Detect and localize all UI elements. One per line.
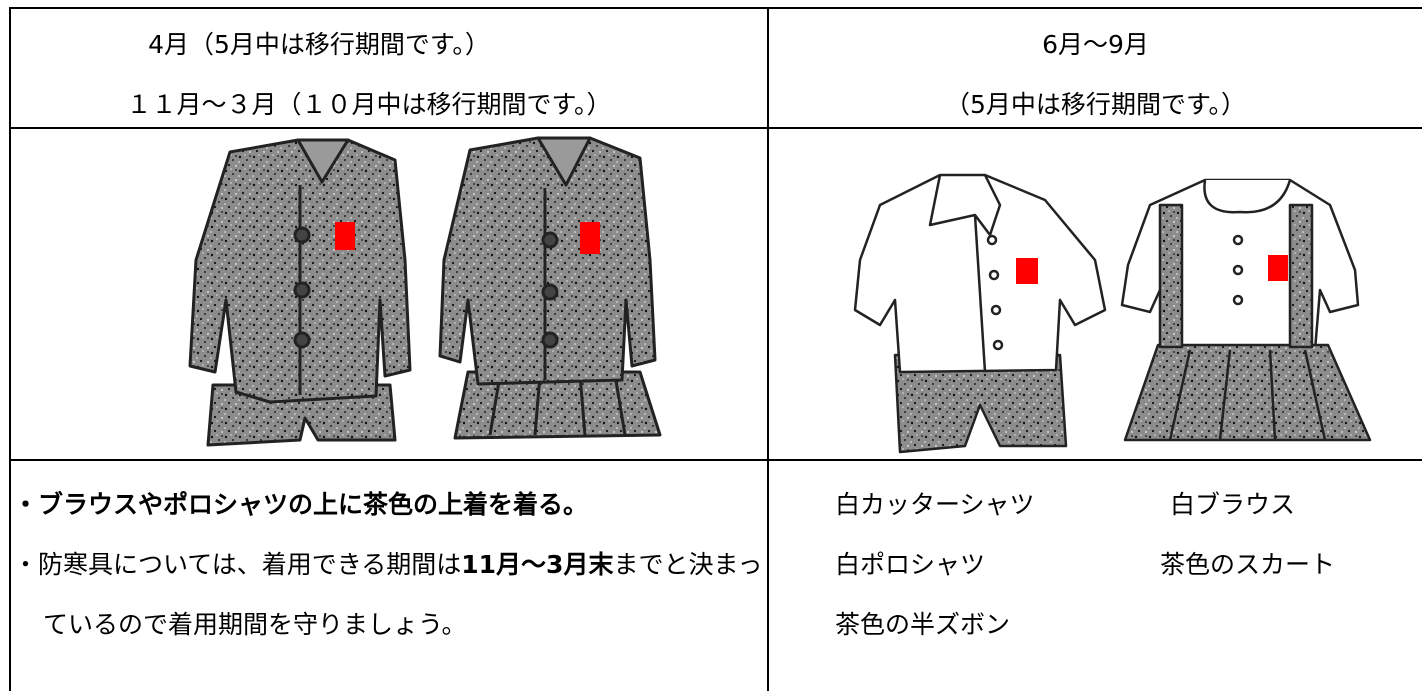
summer-girl [1120,178,1372,442]
border [10,459,1422,461]
summer-header: 6月～9月 （5月中は移行期間です。） [769,15,1422,135]
item: 白カッターシャツ [835,490,1035,519]
note-text: までと決まっているので着用期間を守りましょう。 [43,550,763,639]
winter-boy [188,138,412,447]
header-line: （5月中は移行期間です。） [945,90,1246,119]
summer-boy [853,173,1107,454]
border [767,7,769,691]
note-text: ・防寒具については、着用できる期間は [13,550,462,579]
border [10,127,1422,129]
item: 茶色の半ズボン [835,610,1011,639]
item: 白ポロシャツ [835,550,986,579]
border [9,7,11,691]
header-line: 6月～9月 [1042,30,1149,59]
header-line: １１月～３月（１０月中は移行期間です。） [126,90,612,119]
border [10,7,1422,9]
note: ・防寒具については、着用できる期間は11月～3月末までと決まっているので着用期間… [13,535,763,655]
item: 茶色のスカート [1160,550,1336,579]
header-line: 4月（5月中は移行期間です。） [148,30,490,59]
note-emphasis: 11月～3月末 [461,550,614,579]
note: ・ブラウスやポロシャツの上に茶色の上着を着る。 [13,490,589,519]
item: 白ブラウス [1170,490,1296,519]
winter-girl [438,136,662,440]
winter-header: 4月（5月中は移行期間です。） １１月～３月（１０月中は移行期間です。） [11,15,767,135]
